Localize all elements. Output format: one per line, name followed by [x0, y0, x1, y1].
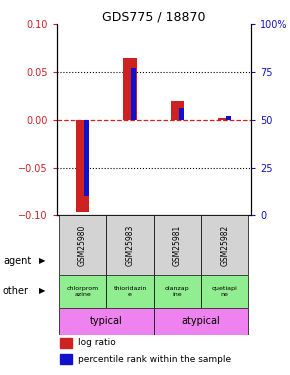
- Text: ▶: ▶: [39, 256, 46, 265]
- Bar: [201, 275, 249, 308]
- Bar: [226, 116, 231, 120]
- Bar: [60, 338, 72, 348]
- Text: ▶: ▶: [39, 286, 46, 295]
- Bar: [154, 275, 201, 308]
- Text: olanzap
ine: olanzap ine: [165, 286, 190, 297]
- Title: GDS775 / 18870: GDS775 / 18870: [102, 10, 205, 23]
- Text: chlorprom
azine: chlorprom azine: [66, 286, 99, 297]
- Text: typical: typical: [90, 316, 123, 326]
- Bar: [106, 275, 154, 308]
- Bar: [201, 215, 249, 275]
- Text: other: other: [3, 286, 29, 296]
- Bar: [123, 58, 137, 120]
- Text: GSM25981: GSM25981: [173, 225, 182, 266]
- Bar: [59, 308, 154, 334]
- Bar: [59, 275, 106, 308]
- Text: log ratio: log ratio: [78, 338, 116, 347]
- Text: GSM25980: GSM25980: [78, 225, 87, 266]
- Text: percentile rank within the sample: percentile rank within the sample: [78, 355, 231, 364]
- Text: agent: agent: [3, 256, 31, 266]
- Bar: [154, 308, 249, 334]
- Bar: [218, 118, 231, 120]
- Bar: [76, 120, 89, 213]
- Bar: [59, 215, 106, 275]
- Text: atypical: atypical: [182, 316, 220, 326]
- Bar: [60, 354, 72, 364]
- Text: GSM25982: GSM25982: [220, 225, 229, 266]
- Bar: [179, 108, 184, 120]
- Bar: [171, 101, 184, 120]
- Text: thioridazin
e: thioridazin e: [113, 286, 147, 297]
- Bar: [131, 68, 136, 120]
- Bar: [106, 215, 154, 275]
- Text: quetiapi
ne: quetiapi ne: [212, 286, 238, 297]
- Bar: [154, 215, 201, 275]
- Bar: [84, 120, 89, 196]
- Text: GSM25983: GSM25983: [126, 225, 135, 266]
